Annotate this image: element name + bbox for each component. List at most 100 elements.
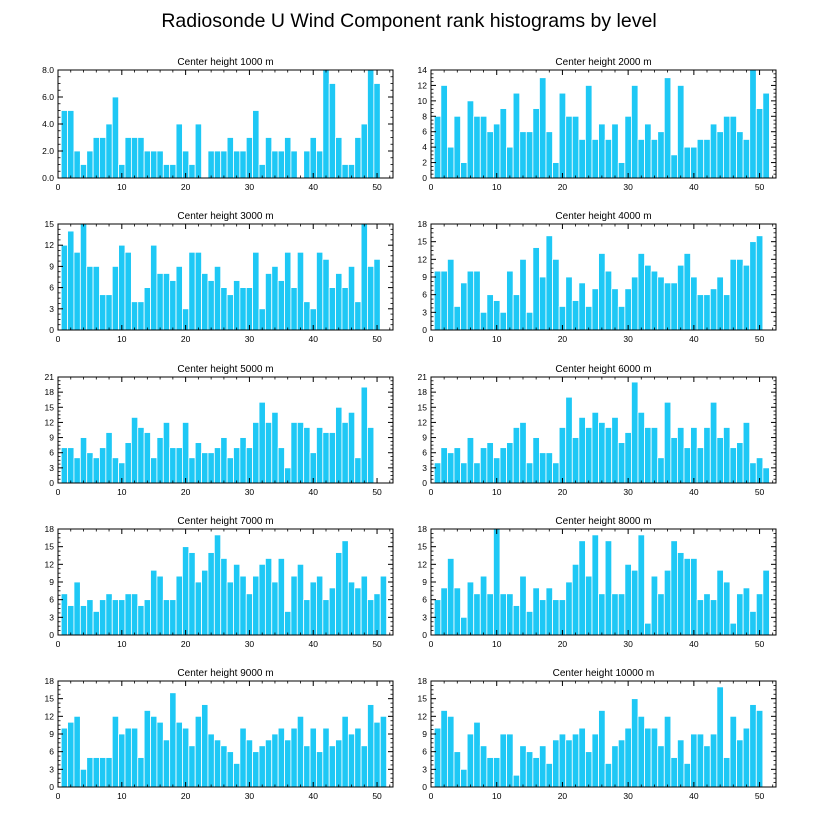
x-tick-label: 50 — [755, 334, 765, 344]
y-tick-label: 18 — [418, 387, 428, 397]
bar — [226, 294, 234, 331]
bar — [617, 162, 626, 179]
y-tick-label: 15 — [418, 237, 428, 247]
bar — [124, 727, 132, 788]
bar — [690, 427, 698, 484]
x-tick-label: 10 — [492, 487, 502, 497]
x-tick-label: 10 — [117, 639, 127, 649]
bar — [552, 462, 560, 484]
bar — [156, 273, 164, 331]
bar — [466, 733, 475, 788]
bar — [552, 162, 560, 179]
bar — [723, 581, 731, 636]
bar — [258, 401, 266, 484]
bar — [473, 115, 481, 179]
bar — [466, 100, 475, 179]
bar — [367, 599, 375, 636]
bar — [201, 273, 209, 331]
bar — [354, 727, 362, 788]
bar — [284, 739, 292, 788]
y-tick-label: 3 — [422, 307, 427, 317]
bar — [591, 733, 599, 788]
x-tick-label: 0 — [429, 182, 434, 192]
bar — [473, 593, 481, 636]
bar — [316, 150, 324, 179]
bar — [175, 265, 183, 331]
bar — [585, 427, 593, 484]
bar — [264, 739, 273, 788]
x-tick-label: 10 — [492, 791, 502, 801]
bar — [479, 311, 488, 331]
bar — [591, 288, 599, 331]
bar — [73, 715, 81, 788]
bar — [545, 235, 553, 331]
x-tick-label: 30 — [623, 639, 633, 649]
bar — [617, 306, 626, 331]
bar — [347, 411, 356, 484]
bar — [258, 745, 266, 788]
bar — [150, 457, 158, 484]
bar — [519, 258, 527, 331]
y-tick-label: 15 — [45, 542, 55, 552]
y-tick-label: 8.0 — [42, 65, 54, 75]
x-tick-label: 30 — [623, 791, 633, 801]
y-tick-label: 18 — [418, 219, 428, 229]
bar — [150, 244, 158, 331]
bar — [506, 593, 514, 636]
bar — [373, 83, 381, 179]
x-tick-label: 50 — [372, 487, 382, 497]
bar — [512, 774, 521, 788]
x-tick-label: 50 — [372, 639, 382, 649]
bar — [631, 381, 639, 484]
bar — [335, 739, 343, 788]
bar — [631, 698, 639, 788]
bar — [354, 137, 362, 179]
bar — [519, 745, 527, 788]
panel-title: Center height 6000 m — [555, 364, 651, 375]
chart-panel-4: Center height 4000 m 0 3 6 9 12 15 18 0 10 20 30 40 5… — [418, 211, 777, 344]
bar — [709, 401, 718, 484]
bar — [539, 745, 547, 788]
x-tick-label: 20 — [181, 182, 191, 192]
bar — [433, 462, 442, 484]
y-tick-label: 4 — [422, 142, 427, 152]
bar — [552, 258, 560, 331]
bar — [296, 563, 305, 636]
y-tick-label: 18 — [45, 387, 55, 397]
bar — [156, 437, 164, 484]
bar — [130, 727, 139, 788]
bar — [239, 437, 247, 484]
bar — [742, 727, 751, 788]
bar — [143, 599, 151, 636]
bar — [749, 704, 757, 788]
bar — [545, 587, 553, 636]
chart-panel-6: Center height 6000 m 0 3 6 9 12 15 18 21 0 10 20 30 4… — [418, 364, 777, 497]
bar — [479, 745, 488, 788]
x-tick-label: 50 — [755, 487, 765, 497]
bar — [624, 432, 632, 484]
bar — [709, 599, 718, 636]
bar — [105, 593, 113, 636]
y-tick-label: 12 — [45, 417, 55, 427]
bar — [571, 563, 580, 636]
bar — [617, 442, 626, 484]
x-tick-label: 30 — [245, 639, 255, 649]
bar — [86, 452, 94, 484]
bar — [309, 137, 317, 179]
y-tick-label: 12 — [45, 240, 55, 250]
bar — [657, 457, 665, 484]
bar — [460, 162, 468, 179]
bar — [545, 452, 553, 484]
bar — [749, 69, 757, 179]
bar — [571, 115, 580, 179]
panel-title: Center height 7000 m — [177, 516, 273, 527]
bar — [124, 137, 132, 179]
bar — [742, 422, 751, 484]
bar — [512, 294, 521, 331]
bar — [677, 85, 685, 179]
bar — [532, 247, 540, 331]
y-tick-label: 0 — [49, 782, 54, 792]
x-tick-label: 0 — [56, 182, 61, 192]
bar — [367, 427, 375, 484]
bar — [73, 251, 81, 331]
